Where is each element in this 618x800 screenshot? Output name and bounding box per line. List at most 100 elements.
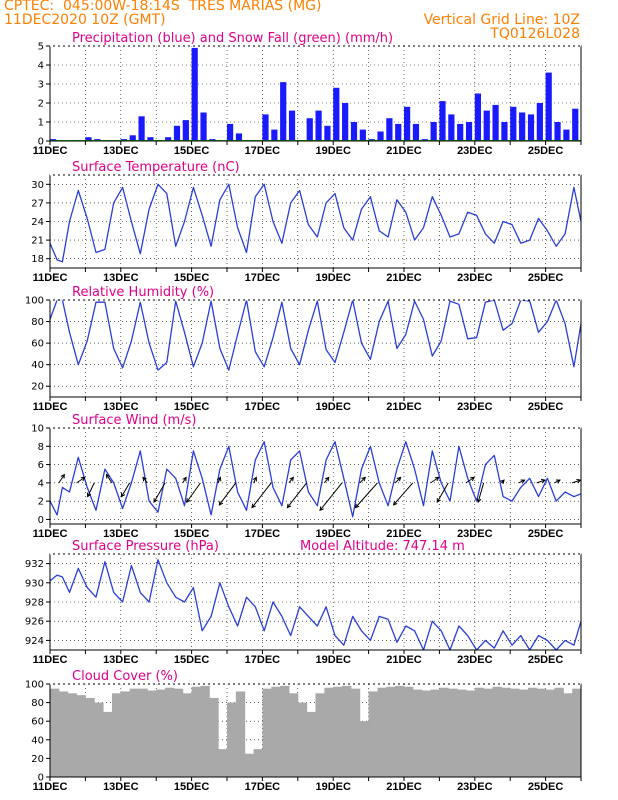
panel-frame xyxy=(49,174,582,269)
cloud-bar xyxy=(94,702,104,777)
y-tick-label: 930 xyxy=(25,578,44,589)
wind-arrow xyxy=(393,482,414,506)
cloud-bar xyxy=(253,749,263,777)
wind-arrow-head xyxy=(80,476,86,482)
header-date: 11DEC2020 10Z (GMT) xyxy=(4,12,166,28)
x-tick-label: 13DEC xyxy=(103,145,139,157)
precip-bar xyxy=(395,123,402,141)
precip-bar xyxy=(457,123,464,141)
cloud-bar xyxy=(501,687,511,777)
x-tick-label: 11DEC xyxy=(33,781,68,793)
cloud-bar xyxy=(350,688,361,777)
x-tick-label: 19DEC xyxy=(315,781,351,793)
cloud-bar xyxy=(50,688,60,777)
y-tick-label: 10 xyxy=(31,424,44,435)
cloud-bar xyxy=(76,695,86,777)
header-location: CPTEC: 045:00W-18:14S TRES MARIAS (MG) xyxy=(4,0,322,14)
x-tick-label: 23DEC xyxy=(457,654,493,666)
y-tick-label: 928 xyxy=(25,598,44,609)
wind-arrow-head xyxy=(319,506,324,512)
wind-arrow-head xyxy=(182,476,187,482)
x-tick-label: 25DEC xyxy=(528,528,564,540)
cloud-bar xyxy=(563,693,573,777)
wind-arrow xyxy=(142,477,148,484)
wind-arrow xyxy=(319,482,343,511)
y-tick-label: 5 xyxy=(38,42,44,53)
panel-pres: 924 926 928 930 932 11DEC 13DEC 15DEC 17DEC 19DEC… xyxy=(25,539,582,666)
cloud-bar xyxy=(58,691,69,777)
wind-arrow-head xyxy=(396,476,402,482)
cloud-bar xyxy=(404,686,414,777)
y-tick-label: 2 xyxy=(38,99,44,110)
precip-bar xyxy=(333,87,340,141)
wind-arrow-head xyxy=(105,473,111,479)
precip-bar xyxy=(129,135,136,141)
cloud-bar xyxy=(412,689,423,777)
panel-subtitle: Model Altitude: 747.14 m xyxy=(300,539,465,554)
cloud-bar xyxy=(554,687,564,777)
precip-bar xyxy=(342,103,349,141)
panel-title: Precipitation (blue) and Snow Fall (gree… xyxy=(72,31,393,46)
y-tick-label: 4 xyxy=(38,478,44,489)
precip-bar xyxy=(377,131,384,141)
cloud-bar xyxy=(288,693,299,777)
y-tick-label: 6 xyxy=(38,460,44,471)
wind-arrow-head xyxy=(476,498,482,504)
wind-arrow xyxy=(394,477,402,484)
cloud-bar xyxy=(545,689,555,777)
x-tick-label: 25DEC xyxy=(528,401,564,413)
x-tick-label: 25DEC xyxy=(528,654,564,666)
x-tick-label: 23DEC xyxy=(457,145,493,157)
cloud-bar xyxy=(439,687,449,777)
panel-cloud: 0 20 40 60 80 100 11DEC 13DEC 15DEC 17DEC 19DEC 21D… xyxy=(25,669,582,793)
precip-bar xyxy=(501,122,508,141)
precip-bar xyxy=(173,125,181,141)
precip-bar xyxy=(191,47,198,141)
cloud-bar xyxy=(129,688,139,777)
x-tick-label: 13DEC xyxy=(103,654,139,666)
panel-precip: 0 1 2 3 4 5 11DEC 13DEC 15DEC 17DEC 19DEC 21DEC 23DE… xyxy=(33,31,582,157)
cloud-bar xyxy=(572,688,582,777)
cloud-bar xyxy=(536,688,547,777)
cloud-bar xyxy=(120,691,131,777)
x-tick-label: 19DEC xyxy=(315,145,351,157)
wind-arrow-head xyxy=(120,492,126,498)
panel-wind: 0 2 4 6 8 10 11DEC 13DEC 15DEC 17DEC 19DEC 21DEC 23D… xyxy=(31,413,582,540)
wind-arrow-head xyxy=(392,500,398,506)
panel-rh: 20 40 60 80 100 11DEC 13DEC 15DEC 17DEC 19DEC 21DE… xyxy=(25,285,582,413)
wind-arrow xyxy=(571,479,581,484)
cloud-bar xyxy=(85,697,95,777)
x-tick-label: 11DEC xyxy=(33,145,68,157)
y-tick-label: 40 xyxy=(31,735,44,746)
cloud-bar xyxy=(448,688,458,777)
wind-arrow xyxy=(287,482,308,508)
header-grid-line: Vertical Grid Line: 10Z xyxy=(423,12,580,28)
cloud-bar xyxy=(430,689,440,777)
y-tick-label: 80 xyxy=(31,698,44,709)
cloud-bar xyxy=(324,687,334,777)
x-tick-label: 17DEC xyxy=(245,528,281,540)
x-tick-label: 17DEC xyxy=(245,145,281,157)
y-tick-label: 60 xyxy=(31,339,44,350)
x-tick-label: 15DEC xyxy=(174,528,210,540)
wind-arrow xyxy=(355,482,378,508)
wind-arrow xyxy=(153,482,166,503)
x-tick-label: 25DEC xyxy=(528,272,564,284)
x-tick-label: 25DEC xyxy=(528,781,564,793)
wind-arrow-head xyxy=(470,476,476,482)
precip-bar xyxy=(271,129,278,141)
wind-arrow-head xyxy=(555,479,561,484)
wind-arrow-head xyxy=(500,479,505,485)
wind-arrow xyxy=(288,477,294,484)
panel-frame xyxy=(49,427,582,525)
panel-temp: 18 21 24 27 30 11DEC 13DEC 15DEC 17DEC 19DEC 21DEC… xyxy=(31,160,582,284)
precip-bar xyxy=(350,122,358,141)
panel-title: Relative Humidity (%) xyxy=(72,285,214,300)
precip-bar xyxy=(200,112,207,141)
x-tick-label: 11DEC xyxy=(33,272,68,284)
temp-line xyxy=(49,183,582,263)
wind-arrow xyxy=(359,477,366,484)
precip-bar xyxy=(545,72,552,141)
cloud-bar xyxy=(368,691,378,777)
